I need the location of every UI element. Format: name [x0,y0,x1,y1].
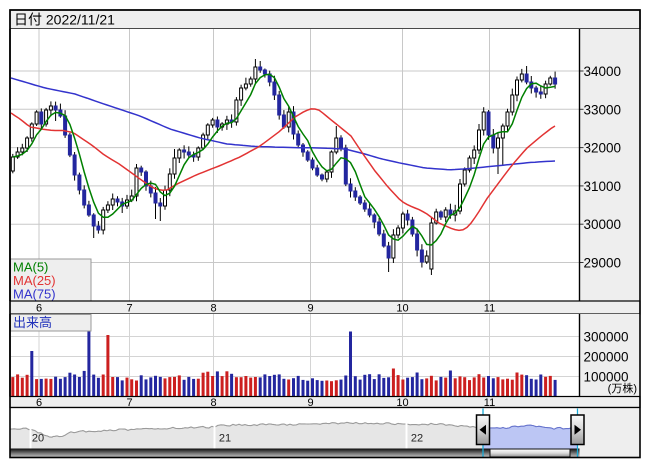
svg-text:22: 22 [411,433,423,445]
svg-text:11: 11 [484,303,495,315]
svg-text:11: 11 [484,397,495,409]
svg-text:34000: 34000 [584,64,622,79]
svg-text:6: 6 [36,397,42,409]
svg-text:7: 7 [126,397,132,409]
svg-text:MA(75): MA(75) [13,287,56,302]
svg-text:8: 8 [210,303,216,315]
svg-text:9: 9 [307,303,313,315]
svg-text:6: 6 [36,303,42,315]
svg-text:29000: 29000 [584,256,622,271]
svg-text:30000: 30000 [584,217,622,232]
svg-text:10: 10 [396,303,408,315]
svg-text:33000: 33000 [584,102,622,117]
svg-text:(万株): (万株) [608,381,637,395]
svg-text:32000: 32000 [584,141,622,156]
svg-text:31000: 31000 [584,179,622,194]
svg-text:200000: 200000 [584,350,629,365]
svg-text:20: 20 [32,433,44,445]
svg-text:9: 9 [307,397,313,409]
svg-text:100000: 100000 [584,370,629,385]
svg-text:10: 10 [396,397,408,409]
svg-text:300000: 300000 [584,330,629,345]
svg-text:8: 8 [210,397,216,409]
svg-text:出来高: 出来高 [13,315,52,330]
svg-text:MA(5): MA(5) [13,260,48,275]
svg-text:7: 7 [126,303,132,315]
svg-text:MA(25): MA(25) [13,273,56,288]
svg-text:日付 2022/11/21: 日付 2022/11/21 [14,12,115,28]
svg-text:21: 21 [219,433,231,445]
